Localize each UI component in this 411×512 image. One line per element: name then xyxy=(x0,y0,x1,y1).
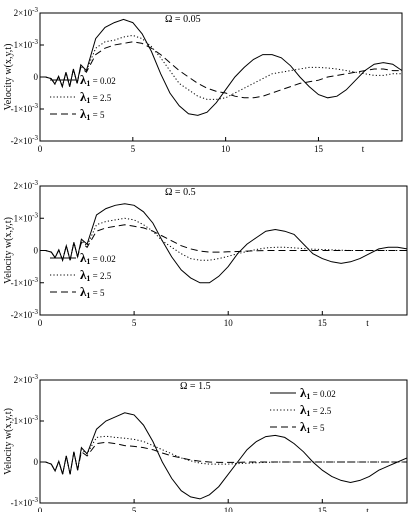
legend-entry: λ1 = 5 xyxy=(80,106,105,122)
legend-entry: λ1 = 0.02 xyxy=(80,72,116,88)
y-axis-label: Velocity w(x,y,t) xyxy=(3,217,14,284)
x-tick-label: 10 xyxy=(224,318,234,328)
legend-entry: λ1 = 0.02 xyxy=(80,250,116,266)
legend-entry: λ1 = 2.5 xyxy=(80,89,112,105)
series-line-dotted xyxy=(40,435,407,475)
y-axis-label: Velocity w(x,y,t) xyxy=(3,408,14,475)
x-tick-label: 10 xyxy=(224,506,234,512)
x-tick-label: 15 xyxy=(318,506,328,512)
chart-panel: 2×10-31×10-30-1×10-3-2×10-30 5 10 15 tVeloci… xyxy=(3,6,403,154)
x-tick-label: 15 xyxy=(318,318,328,328)
series-line-dashed xyxy=(40,224,407,262)
series-line-dashed xyxy=(40,441,407,475)
x-tick-label: 10 xyxy=(221,144,231,154)
series-line-dotted xyxy=(40,34,402,100)
y-axis-label: Velocity w(x,y,t) xyxy=(3,44,14,111)
omega-annotation: Ω = 0.5 xyxy=(165,187,196,198)
plot-frame xyxy=(39,379,408,504)
x-tick-label: 5 xyxy=(131,144,136,154)
y-tick-label: -2×10-3 xyxy=(11,308,39,320)
x-tick-label: 0 xyxy=(38,318,43,328)
y-tick-label: 2×10-3 xyxy=(14,6,39,18)
x-axis-label: t xyxy=(366,318,369,328)
x-axis-label: t xyxy=(366,506,369,512)
y-tick-label: 1×10-3 xyxy=(14,38,39,50)
legend-entry: λ1 = 2.5 xyxy=(300,402,332,418)
legend-entry: λ1 = 2.5 xyxy=(80,267,112,283)
x-tick-label: 5 xyxy=(132,318,137,328)
y-tick-label: 2×10-3 xyxy=(14,373,39,385)
y-tick-label: 2×10-3 xyxy=(14,179,39,191)
y-tick-label: -1×10-3 xyxy=(11,276,39,288)
y-tick-label: 1×10-3 xyxy=(14,211,39,223)
chart-panel: 2×10-31×10-30-1×10-3-2×10-30 5 10 15 tVeloci… xyxy=(3,179,408,328)
y-tick-label: -2×10-3 xyxy=(11,134,39,146)
x-tick-label: 15 xyxy=(314,144,324,154)
legend-entry: λ1 = 5 xyxy=(300,419,325,435)
legend-entry: λ1 = 0.02 xyxy=(300,385,336,401)
series-line-dashed xyxy=(40,41,402,99)
omega-annotation: Ω = 0.05 xyxy=(165,14,201,25)
y-tick-label: -1×10-3 xyxy=(11,102,39,114)
y-tick-label: 1×10-3 xyxy=(14,414,39,426)
series-line-solid xyxy=(40,203,408,284)
y-tick-label: -1×10-3 xyxy=(11,496,39,508)
x-tick-label: 0 xyxy=(38,506,43,512)
omega-annotation: Ω = 1.5 xyxy=(180,381,211,392)
x-axis-label: t xyxy=(362,144,365,154)
y-tick-label: 0 xyxy=(34,457,39,467)
y-tick-label: 0 xyxy=(34,246,39,256)
x-tick-label: 5 xyxy=(132,506,137,512)
x-tick-label: 0 xyxy=(38,144,43,154)
legend-entry: λ1 = 5 xyxy=(80,284,105,300)
series-line-solid xyxy=(40,412,408,500)
y-tick-label: 0 xyxy=(34,72,39,82)
